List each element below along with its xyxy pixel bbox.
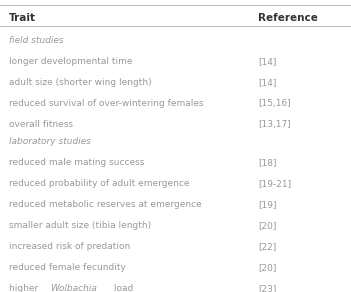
Text: overall fitness: overall fitness: [9, 120, 73, 129]
Text: Wolbachia: Wolbachia: [50, 284, 97, 292]
Text: [20]: [20]: [258, 221, 276, 230]
Text: Reference: Reference: [258, 13, 318, 23]
Text: reduced probability of adult emergence: reduced probability of adult emergence: [9, 179, 189, 188]
Text: field studies: field studies: [9, 36, 64, 45]
Text: load: load: [111, 284, 133, 292]
Text: reduced male mating success: reduced male mating success: [9, 158, 144, 167]
Text: [14]: [14]: [258, 57, 276, 66]
Text: [19-21]: [19-21]: [258, 179, 291, 188]
Text: reduced female fecundity: reduced female fecundity: [9, 263, 126, 272]
Text: [23]: [23]: [258, 284, 276, 292]
Text: [20]: [20]: [258, 263, 276, 272]
Text: [15,16]: [15,16]: [258, 99, 291, 108]
Text: [19]: [19]: [258, 200, 277, 209]
Text: [13,17]: [13,17]: [258, 120, 291, 129]
Text: [14]: [14]: [258, 78, 276, 87]
Text: Trait: Trait: [9, 13, 36, 23]
Text: longer developmental time: longer developmental time: [9, 57, 132, 66]
Text: laboratory studies: laboratory studies: [9, 137, 91, 146]
Text: higher: higher: [9, 284, 41, 292]
Text: [18]: [18]: [258, 158, 277, 167]
Text: reduced metabolic reserves at emergence: reduced metabolic reserves at emergence: [9, 200, 201, 209]
Text: smaller adult size (tibia length): smaller adult size (tibia length): [9, 221, 151, 230]
Text: reduced survival of over-wintering females: reduced survival of over-wintering femal…: [9, 99, 203, 108]
Text: [22]: [22]: [258, 242, 276, 251]
Text: adult size (shorter wing length): adult size (shorter wing length): [9, 78, 151, 87]
Text: increased risk of predation: increased risk of predation: [9, 242, 130, 251]
